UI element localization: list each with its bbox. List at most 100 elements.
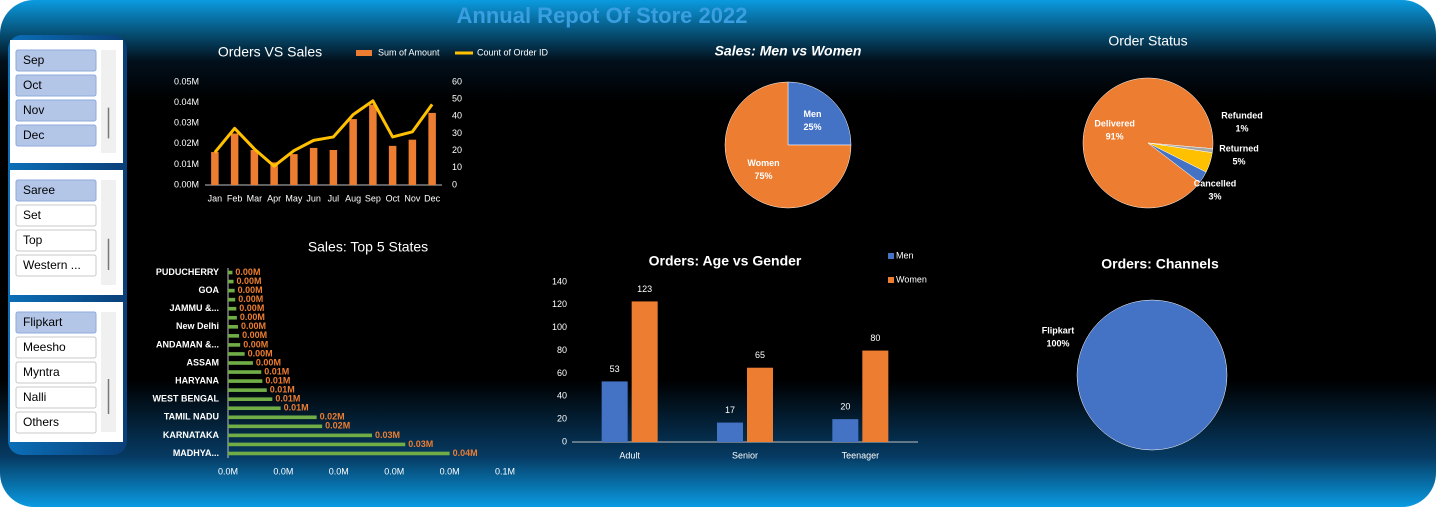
x-tick-label: Sep xyxy=(365,193,381,203)
pie-label-value: 1% xyxy=(1235,123,1248,133)
slicer-item[interactable] xyxy=(15,49,97,72)
slicer-item[interactable] xyxy=(15,74,97,97)
y-tick-label: JAMMU &... xyxy=(170,303,220,313)
slicer-item-label[interactable]: Set xyxy=(23,208,42,222)
slicer-item[interactable] xyxy=(15,386,97,409)
data-label: 80 xyxy=(870,333,880,343)
y-tick-label: 0.05M xyxy=(174,76,199,86)
x-tick-label: Feb xyxy=(227,193,243,203)
bar xyxy=(228,406,281,411)
y-tick-label: 20 xyxy=(557,414,567,424)
x-tick-label: Jan xyxy=(208,193,223,203)
legend-label: Men xyxy=(896,250,914,260)
bar xyxy=(228,361,253,365)
slicer-item[interactable] xyxy=(15,361,97,384)
bar xyxy=(228,352,245,356)
bar xyxy=(428,112,436,185)
data-label: 0.02M xyxy=(320,412,345,422)
pie-label-category: Flipkart xyxy=(1042,325,1075,335)
y2-tick-label: 50 xyxy=(452,94,462,104)
slicer-item[interactable] xyxy=(15,336,97,359)
pie-label-category: Refunded xyxy=(1221,110,1263,120)
slicer-item[interactable] xyxy=(15,124,97,147)
slicer-item-label[interactable]: Sep xyxy=(23,53,45,67)
data-label: 0.01M xyxy=(265,375,290,385)
data-label: 0.03M xyxy=(408,439,433,449)
bar xyxy=(228,397,273,401)
bar xyxy=(228,270,233,275)
bar xyxy=(270,162,278,185)
dashboard-title: Annual Repot Of Store 2022 xyxy=(457,3,748,28)
slicer-item-label[interactable]: Oct xyxy=(23,78,42,92)
y-tick-label: 40 xyxy=(557,391,567,401)
bar xyxy=(228,343,241,347)
data-label: 0.00M xyxy=(256,357,281,367)
slicer-item-label[interactable]: Top xyxy=(23,233,43,247)
y-tick-label: HARYANA xyxy=(175,375,219,385)
x-tick-label: Senior xyxy=(732,450,758,460)
pie-label-category: Delivered xyxy=(1094,118,1135,128)
y-tick-label: TAMIL NADU xyxy=(164,412,219,422)
x-tick-label: Nov xyxy=(404,193,421,203)
data-label: 0.04M xyxy=(453,448,478,458)
y-tick-label: GOA xyxy=(198,285,219,295)
slicer-item-label[interactable]: Western ... xyxy=(23,258,81,272)
slicer-item[interactable] xyxy=(15,254,97,277)
slicer-item-label[interactable]: Saree xyxy=(23,183,55,197)
slicer-item-label[interactable]: Others xyxy=(23,415,59,429)
y-tick-label: 80 xyxy=(557,345,567,355)
bar xyxy=(228,334,240,338)
bar xyxy=(211,152,219,185)
x-tick-label: Oct xyxy=(386,193,401,203)
chart-title: Sales: Men vs Women xyxy=(715,43,862,59)
y2-tick-label: 40 xyxy=(452,111,462,121)
bar xyxy=(329,149,338,185)
slicer-item[interactable] xyxy=(15,411,97,434)
y-tick-label: 0 xyxy=(562,436,567,446)
y-tick-label: 0.03M xyxy=(174,118,199,128)
data-label: 0.02M xyxy=(325,421,350,431)
data-label: 53 xyxy=(610,364,620,374)
y-tick-label: PUDUCHERRY xyxy=(156,267,219,277)
slicer-item[interactable] xyxy=(15,311,97,334)
y-tick-label: 0.04M xyxy=(174,97,199,107)
y-tick-label: KARNATAKA xyxy=(163,430,220,440)
y2-tick-label: 60 xyxy=(452,76,462,86)
data-label: 0.00M xyxy=(238,285,263,295)
legend-swatch xyxy=(888,253,894,259)
bar xyxy=(349,119,357,185)
legend-label: Sum of Amount xyxy=(378,47,440,57)
data-label: 0.00M xyxy=(239,303,264,313)
bar xyxy=(228,315,237,320)
pie-slice xyxy=(1147,142,1207,183)
x-tick-label: Apr xyxy=(267,193,281,203)
data-label: 0.00M xyxy=(240,312,265,322)
data-label: 123 xyxy=(637,284,652,294)
slicer-item[interactable] xyxy=(15,229,97,252)
pie-label-value: 91% xyxy=(1106,131,1124,141)
slicer-item-label[interactable]: Meesho xyxy=(23,340,66,354)
x-tick-label: May xyxy=(285,193,303,203)
bar xyxy=(862,350,889,442)
data-label: 17 xyxy=(725,405,735,415)
slicer-item-label[interactable]: Nalli xyxy=(23,390,46,404)
slicer-item[interactable] xyxy=(15,204,97,227)
bar xyxy=(601,381,628,442)
x-tick-label: Aug xyxy=(345,193,361,203)
data-label: 0.01M xyxy=(275,394,300,404)
data-label: 0.01M xyxy=(270,385,295,395)
slicer-item-label[interactable]: Nov xyxy=(23,103,44,117)
slicer-item[interactable] xyxy=(15,99,97,122)
y-tick-label: MADHYA... xyxy=(173,448,219,458)
chart-title: Orders: Age vs Gender xyxy=(649,253,802,269)
pie-slice xyxy=(724,81,852,209)
y-tick-label: 0.01M xyxy=(174,159,199,169)
slicer-item[interactable] xyxy=(15,179,97,202)
slicer-item-label[interactable]: Myntra xyxy=(23,365,60,379)
bar xyxy=(228,297,236,302)
chart-title: Sales: Top 5 States xyxy=(308,239,428,255)
slicer-item-label[interactable]: Dec xyxy=(23,128,44,142)
slicer-item-label[interactable]: Flipkart xyxy=(23,315,63,329)
